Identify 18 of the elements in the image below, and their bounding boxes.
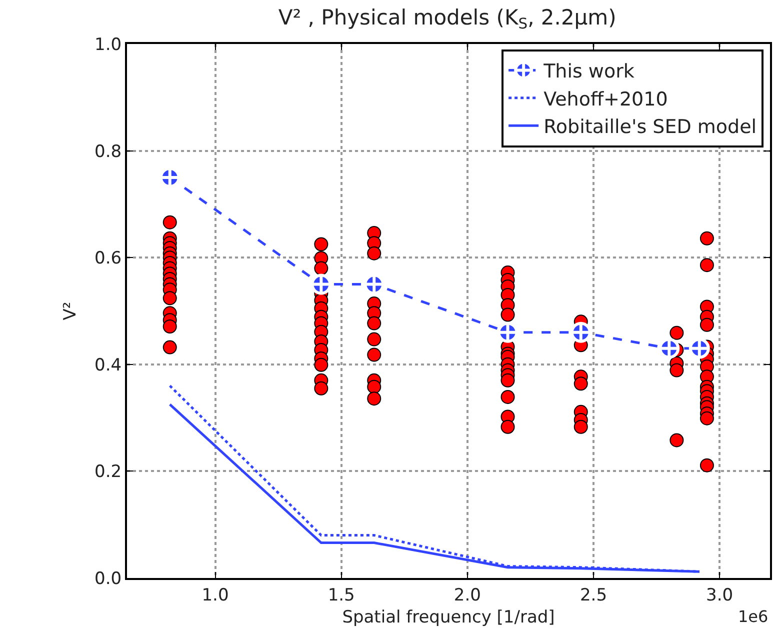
y-tick-label: 0.6	[94, 248, 122, 269]
legend-label: Robitaille's SED model	[544, 116, 757, 138]
x-tick-label: 3.0	[706, 585, 734, 606]
x-tick-label: 2.0	[454, 585, 481, 606]
y-axis-title: V²	[60, 302, 81, 320]
x-tick-label: 1.0	[202, 585, 229, 606]
y-tick-label: 0.2	[94, 462, 122, 482]
legend-label: This work	[542, 60, 634, 83]
y-tick-label: 0.0	[94, 568, 122, 589]
text: 1e6	[738, 607, 768, 626]
legend-label: Vehoff+2010	[544, 88, 668, 110]
x-tick-label: 2.5	[580, 585, 608, 606]
y-tick-label: 0.8	[94, 142, 122, 162]
x-tick-label: 1.5	[328, 585, 355, 606]
y-tick-label: 1.0	[94, 34, 122, 55]
y-tick-label: 0.4	[94, 355, 122, 376]
x-axis-title: Spatial frequency [1/rad]	[342, 607, 555, 628]
chart-title: V² , Physical models (K$_{S}$, 2.2μm)	[278, 5, 616, 33]
